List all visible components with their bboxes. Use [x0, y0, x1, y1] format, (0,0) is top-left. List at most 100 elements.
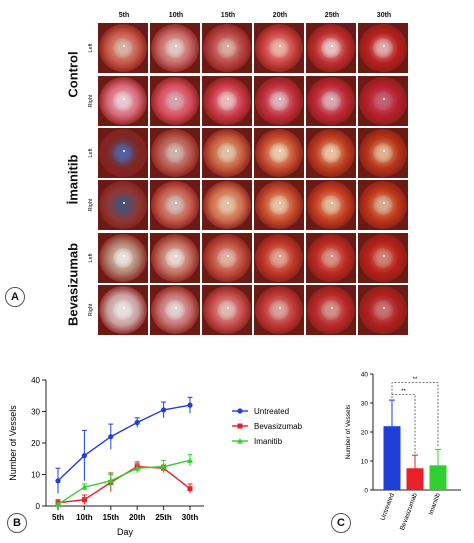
legend-label: Untreated: [254, 407, 289, 416]
series-line: [57, 459, 191, 506]
eye-image: [202, 180, 252, 230]
day-column-title: 5th: [118, 12, 130, 19]
data-point: [134, 465, 141, 471]
eye-image: [150, 23, 200, 73]
x-tick-label: 15th: [103, 513, 120, 522]
eye-image: [254, 23, 304, 73]
y-tick-label: 40: [31, 376, 40, 385]
eye-image: [202, 128, 252, 178]
data-point: [81, 453, 87, 459]
panel-a-letter: A: [5, 287, 25, 307]
eye-image: [202, 285, 252, 335]
eye-image: [98, 23, 148, 73]
row-label: Right: [88, 94, 94, 108]
data-point: [55, 478, 61, 484]
y-axis-label: Number of Vessels: [345, 404, 352, 459]
data-point: [108, 434, 114, 440]
eye-image: [254, 128, 304, 178]
x-tick-label: Imanitib: [428, 492, 442, 516]
y-axis-label: Number of Vessels: [8, 405, 18, 481]
day-column-title: 25th: [324, 12, 340, 19]
eye-image: [358, 128, 408, 178]
eye-image: [306, 76, 356, 126]
group-label: Bevasizumab: [65, 242, 81, 327]
eye-image: [202, 233, 252, 283]
row-label: Left: [88, 253, 94, 263]
eye-image: [254, 76, 304, 126]
eye-image: [98, 76, 148, 126]
eye-image: [358, 180, 408, 230]
legend-marker: [237, 423, 243, 429]
series-line: [57, 404, 191, 482]
eye-image: [306, 180, 356, 230]
y-tick-label: 40: [361, 372, 369, 379]
eye-image: [150, 180, 200, 230]
line-chart: 0 10 20 30 40 5th 10th 15th 20th 25th 30th Day Numbe…: [8, 376, 303, 537]
y-tick-label: 0: [36, 502, 41, 511]
eye-image: [358, 285, 408, 335]
legend-marker: [237, 408, 243, 414]
eye-image: [306, 128, 356, 178]
eye-image: [358, 76, 408, 126]
bar-chart: 0 10 20 30 40 Number of Vessels Untreated Bevas…: [345, 372, 461, 531]
significance-label: **: [401, 389, 406, 395]
panel-c-letter: C: [331, 513, 351, 533]
eye-image: [254, 285, 304, 335]
row-label: Right: [88, 198, 94, 212]
y-tick-label: 30: [31, 408, 40, 417]
data-point: [81, 497, 87, 503]
data-point: [160, 463, 167, 470]
y-tick-label: 30: [361, 401, 369, 408]
day-column-title: 10th: [168, 12, 184, 19]
day-column-title: 15th: [220, 12, 236, 19]
x-tick-label: 5th: [52, 513, 64, 522]
row-label: Left: [88, 43, 94, 53]
eye-image: [202, 23, 252, 73]
x-tick-label: Untreated: [380, 492, 396, 522]
significance-bracket: [391, 382, 439, 447]
x-tick-label: 30th: [182, 513, 199, 522]
eye-image: [306, 233, 356, 283]
eye-image-grid: 5th 10th 15th 20th 25th 30th Control Left Right İ…: [65, 12, 408, 335]
eye-image: [98, 233, 148, 283]
y-tick-label: 10: [361, 459, 369, 466]
eye-image: [202, 76, 252, 126]
group-label: İmanitib: [65, 154, 81, 205]
data-point: [187, 402, 193, 408]
eye-image: [150, 128, 200, 178]
data-point: [55, 501, 61, 507]
y-tick-label: 20: [361, 430, 369, 437]
eye-image: [150, 76, 200, 126]
eye-image: [98, 180, 148, 230]
data-point: [187, 486, 193, 492]
x-tick-label: Bevasizumab: [399, 492, 419, 531]
significance-bracket: [391, 393, 416, 454]
group-label: Control: [65, 51, 81, 98]
x-tick-label: 10th: [76, 513, 93, 522]
eye-image: [98, 285, 148, 335]
eye-image: [98, 128, 148, 178]
data-point: [81, 484, 88, 490]
eye-image: [254, 233, 304, 283]
data-point: [134, 419, 140, 426]
legend-label: Imanitib: [254, 437, 283, 446]
row-label: Left: [88, 148, 94, 158]
x-tick-label: 20th: [129, 513, 146, 522]
eye-image: [358, 23, 408, 73]
x-tick-label: 25th: [155, 513, 172, 522]
eye-image: [254, 180, 304, 230]
data-point: [187, 457, 193, 463]
panel-b-letter: B: [7, 513, 27, 533]
row-label: Right: [88, 303, 94, 317]
y-tick-label: 20: [31, 439, 40, 448]
bar: [406, 468, 424, 490]
series-line: [57, 465, 191, 504]
y-tick-label: 10: [31, 471, 40, 480]
eye-image: [150, 233, 200, 283]
bar: [383, 426, 401, 490]
eye-image: [306, 23, 356, 73]
eye-image: [150, 285, 200, 335]
data-point: [107, 477, 114, 484]
bar: [429, 465, 447, 490]
eye-image: [306, 285, 356, 335]
